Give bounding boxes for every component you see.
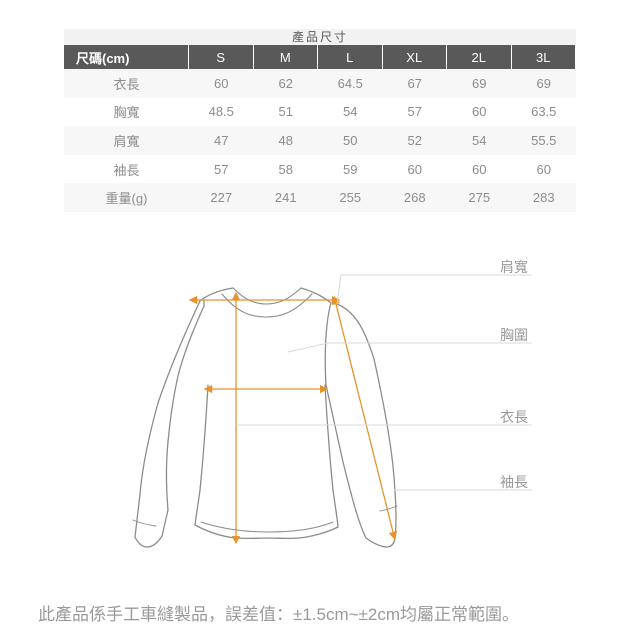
svg-text:肩寬: 肩寬 <box>500 259 528 275</box>
svg-text:袖長: 袖長 <box>500 474 528 490</box>
svg-text:衣長: 衣長 <box>500 409 528 425</box>
svg-text:胸圍: 胸圍 <box>500 327 528 343</box>
